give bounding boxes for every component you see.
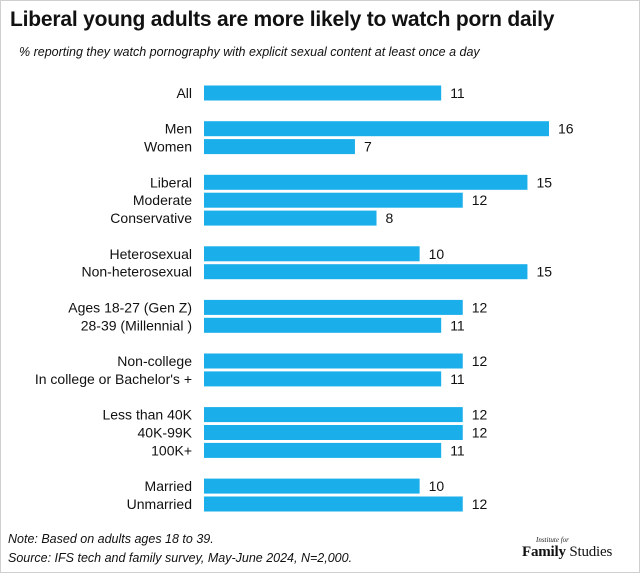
bar xyxy=(204,139,355,155)
ifs-logo: Institute for Family Studies xyxy=(522,536,632,566)
value-label: 10 xyxy=(429,478,445,494)
value-label: 10 xyxy=(429,246,445,262)
value-label: 16 xyxy=(558,121,574,137)
value-label: 7 xyxy=(364,139,372,155)
category-label: Liberal xyxy=(150,174,192,190)
value-label: 15 xyxy=(536,174,552,190)
logo-main-text: Family Studies xyxy=(522,544,612,561)
category-label: Ages 18-27 (Gen Z) xyxy=(68,299,192,315)
bar xyxy=(204,174,528,190)
bar xyxy=(204,317,442,333)
value-label: 11 xyxy=(450,317,465,333)
category-label: In college or Bachelor's + xyxy=(35,371,192,387)
category-label: Moderate xyxy=(133,192,192,208)
logo-bold-text: Family xyxy=(522,544,566,560)
bar xyxy=(204,299,463,315)
chart-title: Liberal young adults are more likely to … xyxy=(10,8,555,31)
bar xyxy=(204,85,442,101)
bar xyxy=(204,210,377,226)
value-label: 12 xyxy=(472,192,488,208)
value-label: 11 xyxy=(450,371,465,387)
value-label: 12 xyxy=(472,353,488,369)
value-label: 11 xyxy=(450,85,465,101)
category-label: Heterosexual xyxy=(110,246,193,262)
category-label: Men xyxy=(165,121,192,137)
value-label: 11 xyxy=(450,442,465,458)
chart-subtitle: % reporting they watch pornography with … xyxy=(19,45,480,59)
category-label: Unmarried xyxy=(127,496,192,512)
value-label: 12 xyxy=(472,299,488,315)
category-label: Conservative xyxy=(110,210,192,226)
bar xyxy=(204,353,463,369)
category-label: Less than 40K xyxy=(102,407,192,423)
category-label: 40K-99K xyxy=(138,425,193,441)
value-label: 12 xyxy=(472,496,488,512)
category-label: 100K+ xyxy=(151,442,192,458)
value-label: 8 xyxy=(386,210,394,226)
bar xyxy=(204,496,463,512)
source-note: Source: IFS tech and family survey, May-… xyxy=(8,551,353,565)
category-label: 28-39 (Millennial ) xyxy=(81,317,192,333)
bar xyxy=(204,121,549,137)
value-label: 12 xyxy=(472,407,488,423)
value-label: 12 xyxy=(472,425,488,441)
logo-rest-text: Studies xyxy=(565,544,613,560)
bar xyxy=(204,371,442,387)
category-label: Women xyxy=(144,139,192,155)
bar xyxy=(204,264,528,280)
footnote: Note: Based on adults ages 18 to 39. xyxy=(8,532,214,546)
bar xyxy=(204,192,463,208)
category-label: Non-college xyxy=(117,353,192,369)
bar xyxy=(204,407,463,423)
bar xyxy=(204,478,420,494)
bar xyxy=(204,246,420,262)
value-label: 15 xyxy=(536,264,552,280)
logo-small-text: Institute for xyxy=(536,536,569,544)
category-label: All xyxy=(176,85,192,101)
category-label: Married xyxy=(145,478,192,494)
bar xyxy=(204,442,442,458)
category-label: Non-heterosexual xyxy=(81,264,192,280)
bar xyxy=(204,425,463,440)
